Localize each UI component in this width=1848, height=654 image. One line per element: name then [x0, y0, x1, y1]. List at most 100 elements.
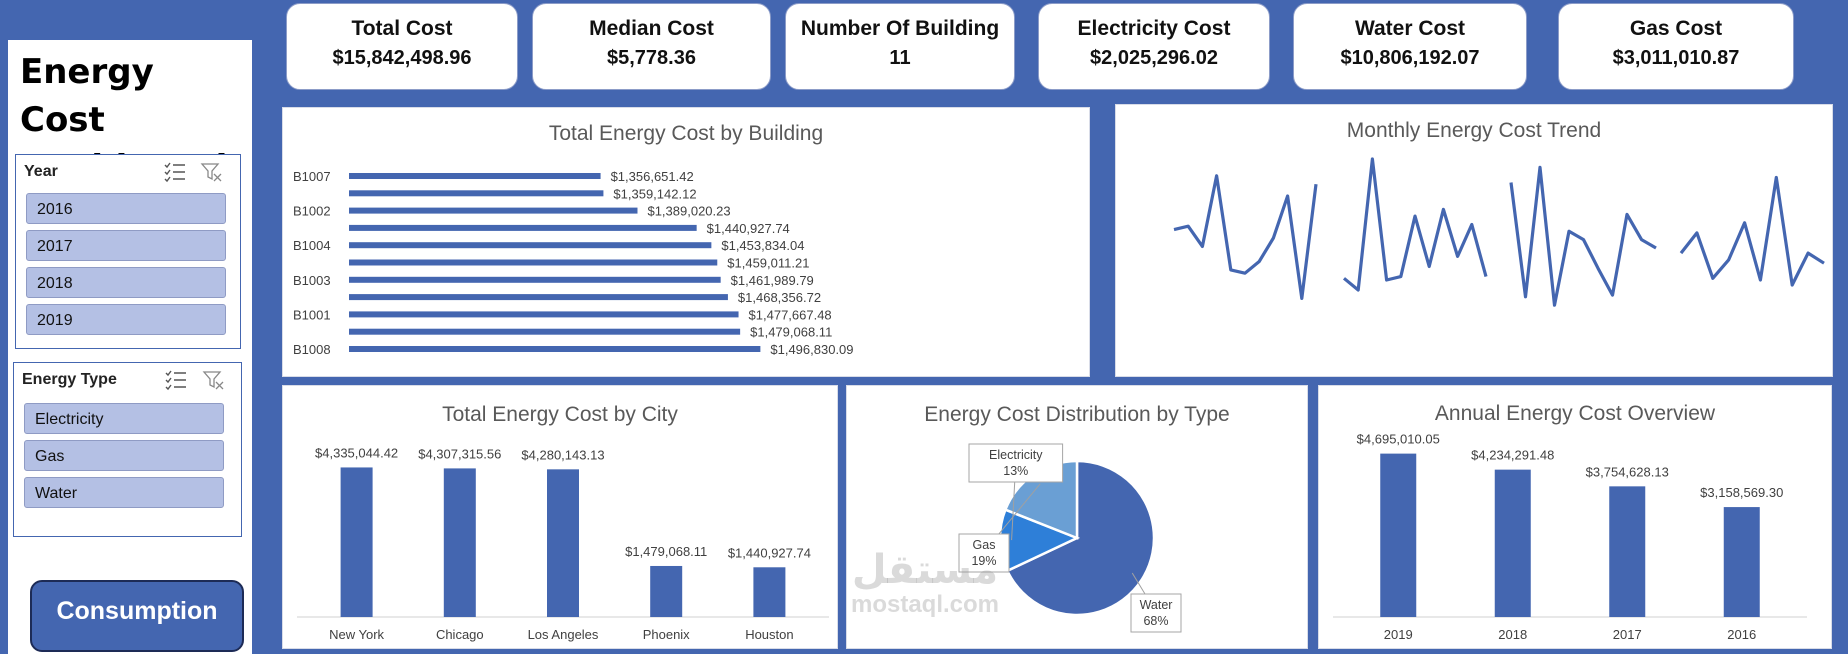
building-bar	[349, 242, 712, 249]
building-tick-label: B1003	[293, 273, 331, 288]
building-bar-label: $1,479,068.11	[750, 325, 832, 340]
annual-tick-label: 2017	[1613, 627, 1642, 642]
monthly-line-chart	[1173, 157, 1825, 307]
monthly-series-line	[1509, 165, 1657, 307]
kpi-value: $5,778.36	[607, 47, 696, 69]
chart-title: Energy Cost Distribution by Type	[924, 403, 1230, 426]
energy-item-gas[interactable]: Gas	[24, 440, 224, 471]
kpi-total-cost: Total Cost $15,842,498.96	[286, 3, 518, 90]
energy-type-slicer: Energy Type Electricity Gas Water	[13, 362, 242, 537]
clear-filter-icon[interactable]	[200, 161, 224, 183]
building-tick-label: B1007	[293, 169, 331, 184]
annual-bar	[1494, 469, 1531, 617]
energy-type-slicer-title: Energy Type	[22, 371, 117, 388]
kpi-label: Number Of Building	[800, 17, 1000, 40]
pie-slice	[1005, 459, 1156, 617]
type-pie-chart: Water 68% Electricity 13% Gas 19%	[958, 443, 1182, 633]
consumption-button[interactable]: Consumption	[30, 580, 244, 652]
year-slicer-title: Year	[24, 163, 58, 180]
kpi-value: $15,842,498.96	[332, 47, 472, 69]
city-bar-label: $1,440,927.74	[728, 545, 811, 560]
kpi-label: Electricity Cost	[1077, 17, 1231, 40]
kpi-number-of-building: Number Of Building 11	[785, 3, 1015, 90]
annual-bar-chart: $4,695,010.05 2019 $4,234,291.48 2018 $3,754…	[1333, 432, 1807, 642]
pie-label-box	[958, 533, 1010, 573]
city-tick-label: Phoenix	[643, 627, 690, 642]
building-bar-label: $1,440,927.74	[707, 221, 790, 236]
energy-item-electricity[interactable]: Electricity	[24, 403, 224, 434]
building-bar	[349, 259, 718, 266]
pie-category-label: Gas	[973, 538, 996, 552]
city-tick-label: Los Angeles	[528, 627, 599, 642]
pie-category-label: Water	[1140, 598, 1173, 612]
monthly-series-line	[1679, 175, 1825, 287]
kpi-label: Gas Cost	[1629, 17, 1723, 40]
pie-label-box	[1130, 593, 1182, 633]
annual-bar-label: $3,158,569.30	[1700, 485, 1783, 500]
kpi-value: $10,806,192.07	[1340, 47, 1480, 69]
kpi-gas-cost: Gas Cost $3,011,010.87	[1558, 3, 1794, 90]
monthly-series-line	[1173, 174, 1318, 300]
kpi-water-cost: Water Cost $10,806,192.07	[1293, 3, 1527, 90]
annual-bar	[1609, 486, 1646, 617]
year-item-2016[interactable]: 2016	[26, 193, 226, 224]
multi-select-icon[interactable]	[164, 369, 188, 391]
city-bar-label: $4,335,044.42	[315, 445, 398, 460]
building-tick-label: B1001	[293, 307, 331, 322]
building-bar-label: $1,453,834.04	[721, 238, 804, 253]
monthly-trend-panel: Monthly Energy Cost Trend	[1115, 104, 1833, 377]
year-item-2018[interactable]: 2018	[26, 267, 226, 298]
city-bar	[753, 567, 786, 617]
annual-cost-panel: Annual Energy Cost Overview $4,695,010.0…	[1318, 385, 1832, 649]
kpi-electricity-cost: Electricity Cost $2,025,296.02	[1038, 3, 1270, 90]
year-item-2017[interactable]: 2017	[26, 230, 226, 261]
kpi-label: Median Cost	[589, 17, 714, 40]
city-bar-label: $1,479,068.11	[625, 544, 707, 559]
city-tick-label: New York	[329, 627, 384, 642]
energy-item-water[interactable]: Water	[24, 477, 224, 508]
pie-percent-label: 19%	[971, 554, 996, 568]
building-bar	[349, 190, 604, 197]
city-bar	[547, 469, 579, 617]
clear-filter-icon[interactable]	[202, 369, 226, 391]
building-bar-label: $1,461,989.79	[731, 273, 814, 288]
building-bar-label: $1,389,020.23	[647, 204, 730, 219]
city-bar-label: $4,280,143.13	[521, 447, 604, 462]
chart-title: Monthly Energy Cost Trend	[1346, 119, 1602, 142]
annual-bar	[1380, 453, 1417, 617]
pie-percent-label: 68%	[1143, 614, 1168, 628]
kpi-label: Water Cost	[1354, 17, 1466, 40]
building-bar	[349, 224, 697, 231]
pie-percent-label: 13%	[1003, 464, 1028, 478]
building-bar-label: $1,477,667.48	[749, 307, 832, 322]
annual-bar-label: $3,754,628.13	[1586, 464, 1669, 479]
city-bar-chart: $4,335,044.42 New York $4,307,315.56 Chicag…	[297, 445, 829, 642]
building-bar-label: $1,459,011.21	[727, 256, 809, 271]
annual-bar-label: $4,234,291.48	[1471, 448, 1554, 463]
city-tick-label: Chicago	[436, 627, 484, 642]
chart-title: Total Energy Cost by City	[442, 403, 678, 426]
kpi-value: 11	[889, 47, 911, 69]
building-cost-panel: Total Energy Cost by Building $1,356,651…	[282, 107, 1090, 377]
year-item-2019[interactable]: 2019	[26, 304, 226, 335]
building-bar	[349, 311, 739, 318]
annual-tick-label: 2016	[1727, 627, 1756, 642]
kpi-value: $2,025,296.02	[1090, 47, 1218, 69]
multi-select-icon[interactable]	[163, 161, 187, 183]
city-bar	[340, 467, 373, 617]
building-bar-label: $1,356,651.42	[611, 169, 694, 184]
chart-title: Total Energy Cost by Building	[548, 122, 824, 145]
building-bar	[349, 346, 761, 352]
monthly-series-line	[1342, 157, 1488, 292]
annual-tick-label: 2019	[1384, 627, 1413, 642]
building-bar-label: $1,468,356.72	[738, 290, 821, 305]
chart-title: Annual Energy Cost Overview	[1434, 402, 1716, 425]
building-tick-label: B1002	[293, 204, 331, 219]
building-tick-label: B1008	[293, 342, 331, 357]
annual-bar	[1723, 507, 1760, 617]
city-bar	[443, 468, 476, 617]
kpi-label: Total Cost	[351, 17, 453, 40]
type-distribution-panel: Energy Cost Distribution by Type Water 68…	[846, 385, 1308, 649]
year-slicer: Year 2016 2017 2018 2019	[15, 154, 241, 349]
building-bar	[349, 328, 741, 335]
